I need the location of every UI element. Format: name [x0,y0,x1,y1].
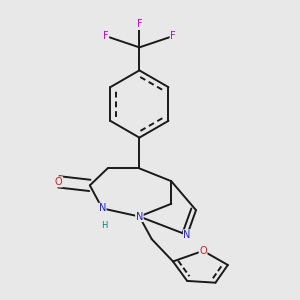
Text: F: F [170,31,176,41]
Text: N: N [136,212,143,221]
Text: O: O [199,246,207,256]
Text: H: H [101,221,107,230]
Text: O: O [55,177,62,187]
Text: N: N [184,230,191,240]
Text: F: F [136,20,142,29]
Text: N: N [98,203,106,213]
Text: F: F [103,31,109,41]
